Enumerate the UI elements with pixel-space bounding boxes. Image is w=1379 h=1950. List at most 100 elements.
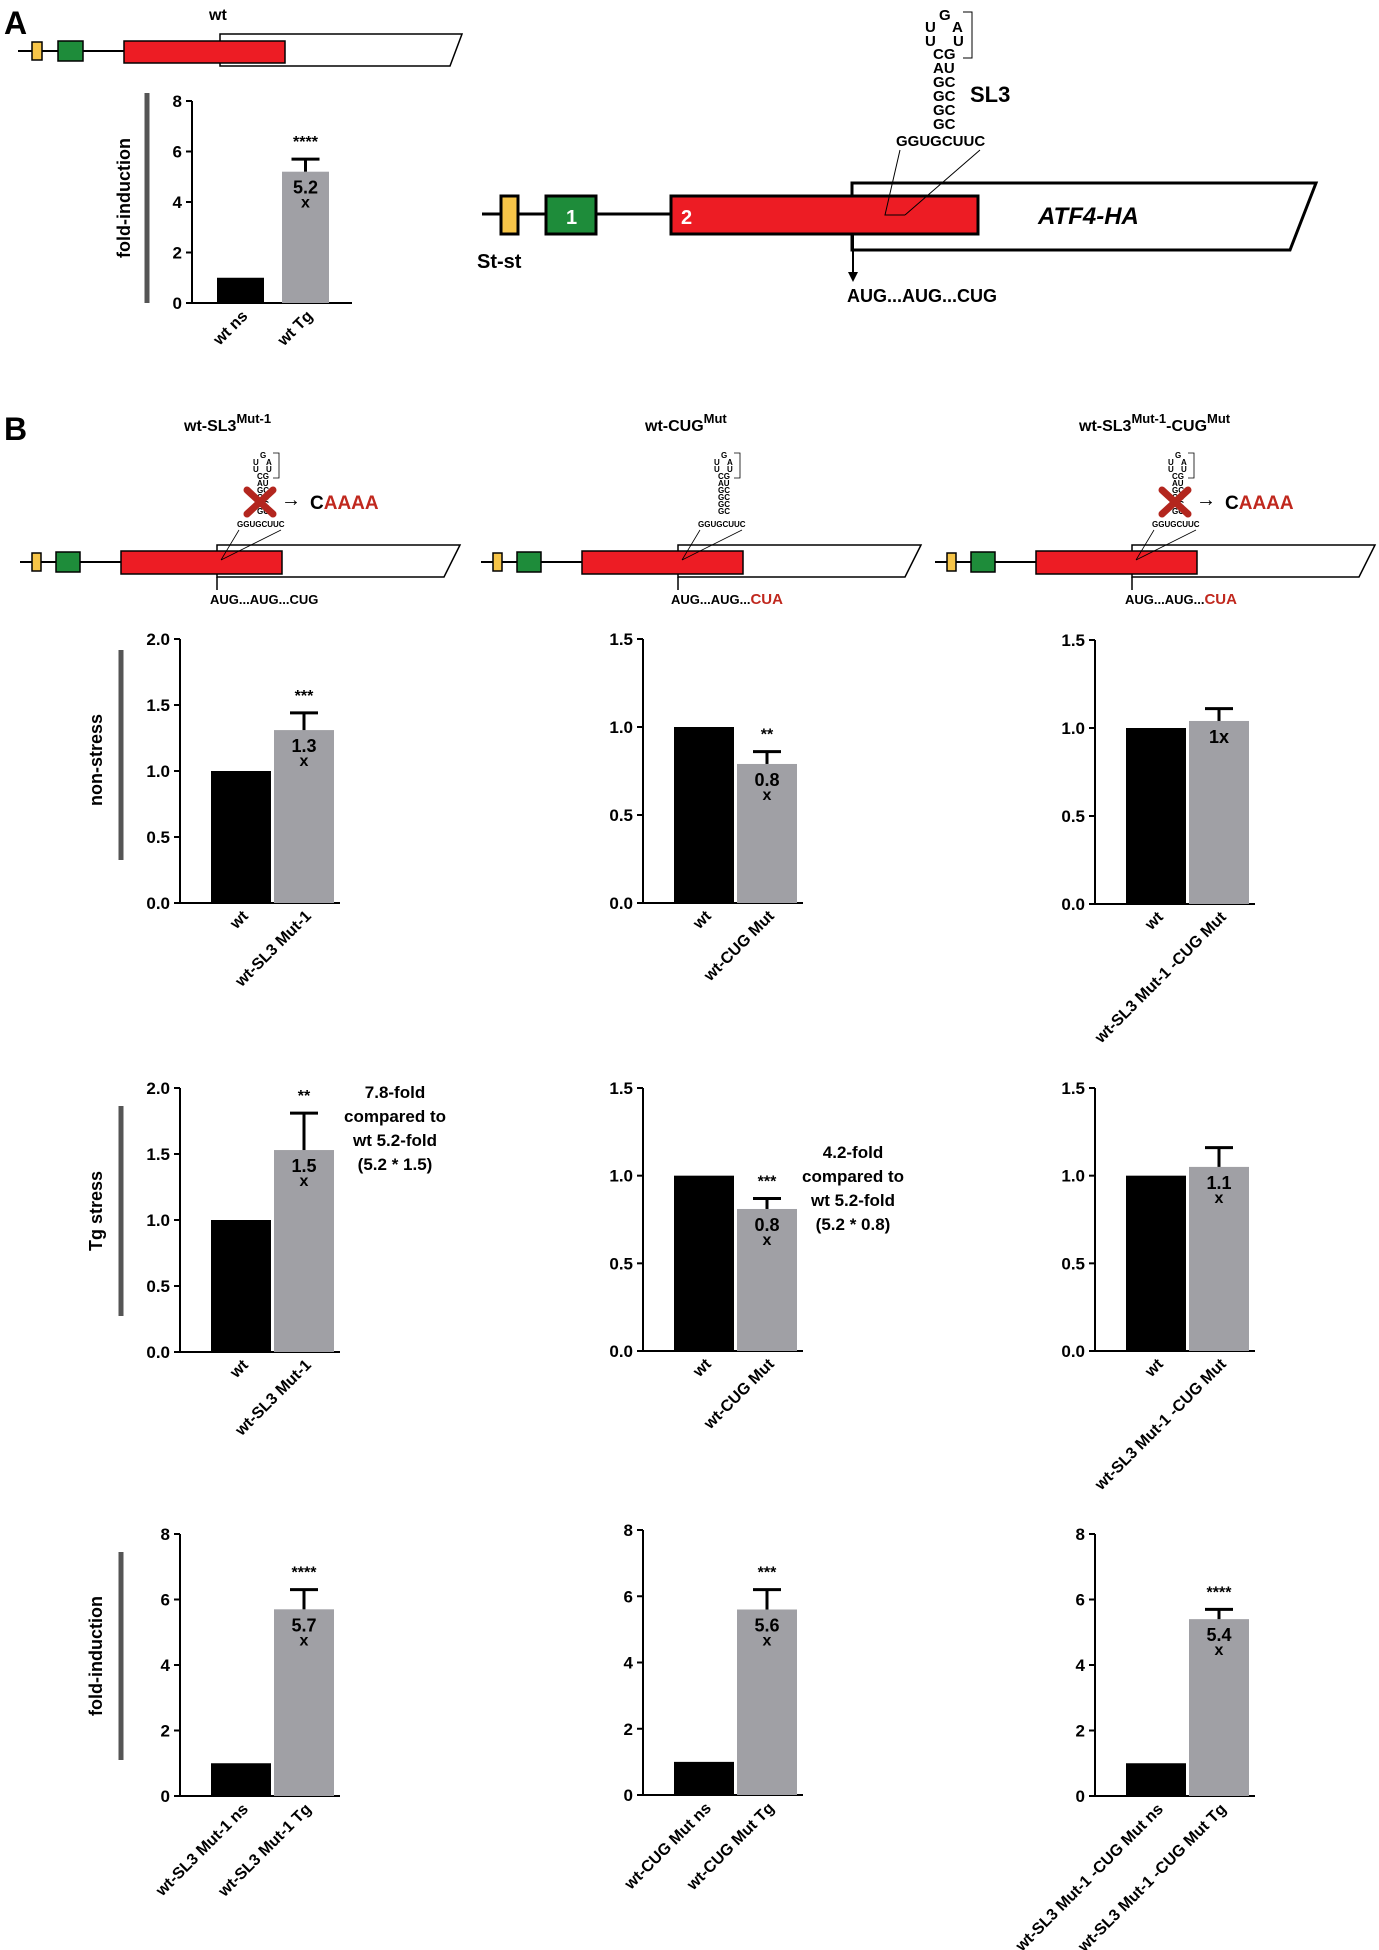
construct-title-main: wt-SL3 xyxy=(183,418,237,435)
uorf-st-st-box xyxy=(31,41,43,61)
small-loop-a: A xyxy=(266,458,272,467)
bar-0 xyxy=(211,1220,271,1352)
row-labels: non-stress Tg stress fold-induction xyxy=(86,650,124,1760)
bar-0 xyxy=(1126,1175,1186,1351)
aug-black-part: AUG...AUG...CUG xyxy=(210,592,318,607)
small-loop-u: U xyxy=(714,458,720,467)
small-callout-lines xyxy=(220,529,282,561)
y-tick-label: 1.0 xyxy=(146,762,170,781)
small-loop-u2: U xyxy=(1168,465,1174,474)
mutation-label: CAAAA xyxy=(1225,493,1294,514)
annotation-line: wt 5.2-fold xyxy=(352,1131,437,1150)
small-stem-base: GGUGCUUC xyxy=(1152,520,1200,529)
small-loop-u3: U xyxy=(1181,465,1187,474)
small-loop-u3: U xyxy=(727,465,733,474)
mutation-c: C xyxy=(310,493,324,514)
small-loop-a: A xyxy=(727,458,733,467)
mutation-x-icon xyxy=(243,486,277,518)
small-loop-u3: U xyxy=(266,465,272,474)
chart-A: 0 2 4 6 8 fold-induction **** 5.2x wt ns wt Tg xyxy=(114,92,352,350)
y-tick-label: 1.5 xyxy=(146,1145,170,1164)
small-loop-bracket xyxy=(273,452,280,479)
aug-red-part: CUA xyxy=(750,591,783,608)
bar-1 xyxy=(737,1208,797,1351)
y-tick-label: 0.5 xyxy=(1061,1254,1085,1273)
y-tick-label: 6 xyxy=(173,143,182,162)
y-tick-label: 4 xyxy=(161,1656,171,1675)
aug-black-part: AUG...AUG... xyxy=(1125,592,1204,607)
x-category-label: wt xyxy=(690,1355,716,1381)
y-tick-label: 1.5 xyxy=(1061,1079,1085,1098)
bar-0 xyxy=(1126,728,1186,904)
small-aug-label: AUG...AUG...CUA xyxy=(671,591,783,608)
small-loop-u: U xyxy=(253,458,259,467)
small-stem-pair: GC xyxy=(257,486,269,495)
small-loop-bracket xyxy=(734,452,741,479)
fold-label: 1x xyxy=(1209,727,1229,747)
small-loop-bracket xyxy=(1188,452,1195,479)
y-tick-label: 0 xyxy=(161,1787,170,1806)
small-stem-pair: GC xyxy=(718,507,730,516)
mutation-arrow: → xyxy=(1196,489,1216,511)
aug-red-part: CUA xyxy=(1204,591,1237,608)
small-uorf1-box xyxy=(516,551,542,573)
y-tick-label: 0.0 xyxy=(609,894,633,913)
stem-loop-structure: G U A U U CG AU GC GC GC GC GGUGCUUC xyxy=(896,7,985,150)
significance-label: ** xyxy=(298,1088,311,1105)
y-tick-label: 8 xyxy=(1076,1525,1085,1544)
y-tick-label: 0 xyxy=(1076,1787,1085,1806)
construct-title: wt-CUGMut xyxy=(644,411,727,435)
y-tick-label: 1.5 xyxy=(609,1079,633,1098)
fold-label: 5.2 xyxy=(293,178,318,198)
fold-x-label: x xyxy=(1215,1190,1224,1207)
fold-x-label: x xyxy=(763,787,772,804)
small-loop-g: G xyxy=(260,451,266,460)
fold-label: 5.6 xyxy=(754,1616,779,1636)
y-tick-label: 8 xyxy=(161,1525,170,1544)
y-tick-label: 0.5 xyxy=(609,806,633,825)
small-uorf2-box xyxy=(1035,550,1198,575)
small-st-st-box xyxy=(946,552,957,572)
small-stem-pair: GC xyxy=(1172,486,1184,495)
stem-pair-4: GC xyxy=(933,102,956,119)
large-uorf2-box xyxy=(669,194,980,236)
fold-x-label: x xyxy=(300,753,309,770)
x-category-label: wt xyxy=(1142,1355,1168,1381)
bar-0 xyxy=(211,771,271,903)
y-tick-label: 1.0 xyxy=(1061,719,1085,738)
aug-black-part: AUG...AUG... xyxy=(671,592,750,607)
small-stem-pair: CG xyxy=(718,472,730,481)
small-uorf1-box xyxy=(55,551,81,573)
small-stem-pair: GC xyxy=(1172,507,1184,516)
construct-title: wt-SL3Mut-1 xyxy=(183,411,271,435)
mutation-aaaa: AAAA xyxy=(324,493,379,514)
small-loop-g: G xyxy=(1175,451,1181,460)
y-tick-label: 0.0 xyxy=(1061,1342,1085,1361)
y-tick-label: 0.0 xyxy=(146,1343,170,1362)
annotation-line: (5.2 * 1.5) xyxy=(358,1155,433,1174)
annotation-line: compared to xyxy=(802,1167,904,1186)
bar-0 xyxy=(674,727,734,903)
sl3-callout-lines xyxy=(884,149,981,216)
loop-left-u2: U xyxy=(925,33,936,50)
stem-pair-0: CG xyxy=(933,46,956,63)
small-stem-pair: AU xyxy=(257,479,269,488)
y-tick-label: 6 xyxy=(1076,1591,1085,1610)
x-category-label: wt xyxy=(227,1356,253,1382)
panel-a-diagram: A wt 1 2 ATF4-HA St-st AUG...AUG...CUG G… xyxy=(4,5,1319,306)
significance-label: *** xyxy=(758,1565,777,1582)
y-tick-label: 6 xyxy=(624,1587,633,1606)
fold-x-label: x xyxy=(300,1173,309,1190)
y-tick-label: 1.0 xyxy=(1061,1167,1085,1186)
bar-1 xyxy=(737,1609,797,1795)
significance-label: ** xyxy=(761,727,774,744)
significance-label: *** xyxy=(758,1173,777,1190)
small-stem-base: GGUGCUUC xyxy=(237,520,285,529)
stem-pair-1: AU xyxy=(933,60,955,77)
fold-label: 0.8 xyxy=(754,1215,779,1235)
